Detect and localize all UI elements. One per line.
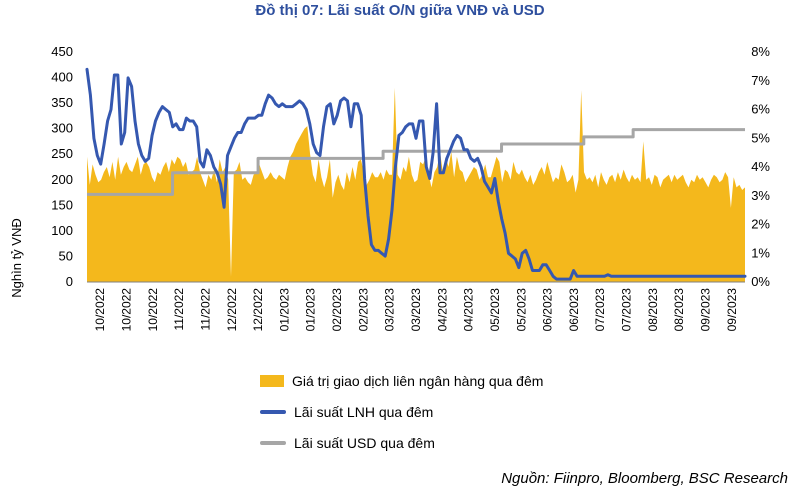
y-left-tick-label: 250	[51, 146, 73, 161]
right-axis: 0% 1% 2% 3% 4% 5% 6% 7% 8%	[751, 44, 770, 289]
y-left-tick-label: 300	[51, 121, 73, 136]
x-tick-label: 02/2023	[330, 288, 344, 332]
y-right-tick-label: 0%	[751, 274, 770, 289]
legend-label-area: Giá trị giao dịch liên ngân hàng qua đêm	[292, 373, 544, 389]
legend-swatch-usd	[260, 441, 286, 445]
x-tick-label: 06/2023	[567, 288, 581, 332]
x-tick-label: 03/2023	[409, 288, 423, 332]
chart-title: Đồ thị 07: Lãi suất O/N giữa VNĐ và USD	[255, 2, 545, 19]
x-tick-label: 01/2023	[277, 288, 291, 332]
y-right-tick-label: 4%	[751, 159, 770, 174]
y-right-tick-label: 5%	[751, 130, 770, 145]
legend-swatch-area	[260, 375, 284, 387]
x-tick-label: 05/2023	[488, 288, 502, 332]
left-axis: 0 50 100 150 200 250 300 350 400 450	[51, 44, 73, 289]
x-tick-label: 04/2023	[462, 288, 476, 332]
y-left-tick-label: 50	[59, 248, 73, 263]
legend-item-lnh: Lãi suất LNH qua đêm	[260, 404, 433, 420]
y-left-tick-label: 100	[51, 223, 73, 238]
y-right-tick-label: 2%	[751, 217, 770, 232]
series-area-interbank-volume	[87, 87, 745, 282]
x-tick-label: 10/2022	[146, 288, 160, 332]
legend-item-area: Giá trị giao dịch liên ngân hàng qua đêm	[260, 373, 543, 389]
x-tick-label: 12/2022	[251, 288, 265, 332]
x-tick-label: 07/2023	[593, 288, 607, 332]
chart-svg: 0 50 100 150 200 250 300 350 400 450 0% 1% 2% 3% 4% 5%…	[9, 44, 770, 332]
x-tick-label: 10/2022	[120, 288, 134, 332]
y-left-tick-label: 450	[51, 44, 73, 59]
x-tick-label: 09/2023	[725, 288, 739, 332]
x-tick-label: 03/2023	[383, 288, 397, 332]
y-axis-label: Nghìn tỷ VNĐ	[9, 218, 24, 297]
x-tick-label: 05/2023	[514, 288, 528, 332]
y-right-tick-label: 6%	[751, 102, 770, 117]
x-tick-label: 09/2023	[699, 288, 713, 332]
y-right-tick-label: 3%	[751, 188, 770, 203]
x-tick-label: 12/2022	[225, 288, 239, 332]
x-tick-label: 10/2022	[93, 288, 107, 332]
legend-item-usd: Lãi suất USD qua đêm	[260, 435, 435, 451]
x-tick-label: 11/2022	[172, 288, 186, 331]
x-tick-label: 02/2023	[356, 288, 370, 332]
x-tick-label: 01/2023	[304, 288, 318, 332]
y-right-tick-label: 7%	[751, 73, 770, 88]
plot-area	[85, 67, 747, 282]
x-tick-label: 08/2023	[646, 288, 660, 332]
series-line-usd-overnight	[87, 128, 745, 196]
legend-label-usd: Lãi suất USD qua đêm	[294, 435, 435, 451]
x-tick-label: 07/2023	[620, 288, 634, 332]
x-axis: 10/2022 10/2022 10/2022 11/2022 11/2022 12/20…	[87, 281, 745, 332]
y-right-tick-label: 1%	[751, 245, 770, 260]
legend-swatch-lnh	[260, 410, 286, 414]
y-left-tick-label: 350	[51, 95, 73, 110]
x-tick-label: 08/2023	[672, 288, 686, 332]
x-tick-label: 04/2023	[435, 288, 449, 332]
y-left-tick-label: 150	[51, 197, 73, 212]
y-left-tick-label: 400	[51, 70, 73, 85]
y-right-tick-label: 8%	[751, 44, 770, 59]
source-note: Nguồn: Fiinpro, Bloomberg, BSC Research	[501, 470, 788, 487]
x-tick-label: 06/2023	[541, 288, 555, 332]
y-left-tick-label: 0	[66, 274, 73, 289]
series-line-lnh-overnight	[85, 67, 747, 281]
y-left-tick-label: 200	[51, 172, 73, 187]
legend-label-lnh: Lãi suất LNH qua đêm	[294, 404, 434, 420]
x-tick-label: 11/2022	[198, 288, 212, 331]
